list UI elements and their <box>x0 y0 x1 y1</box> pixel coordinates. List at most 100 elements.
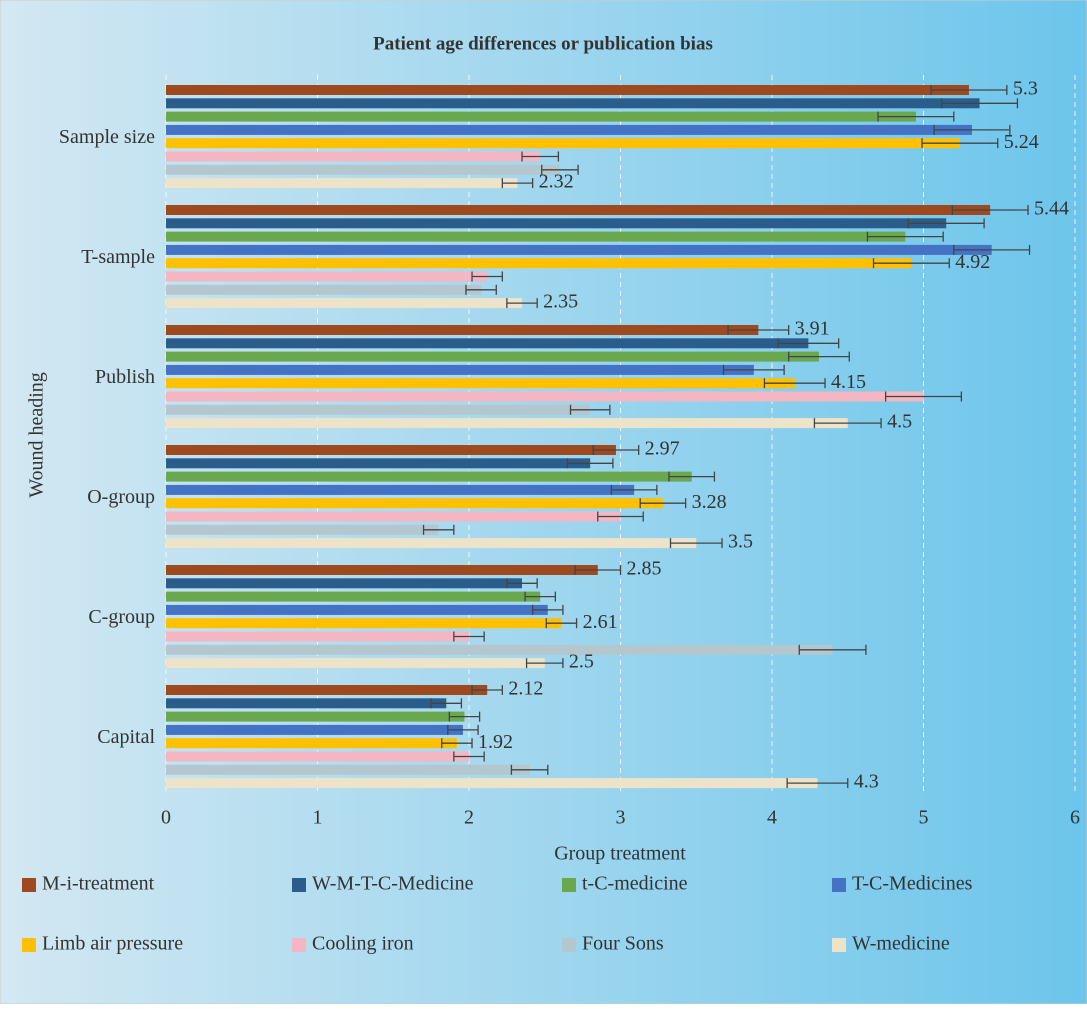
bar <box>166 351 819 362</box>
error-bar <box>471 271 503 282</box>
x-tick-label: 6 <box>1070 807 1080 829</box>
error-bar <box>668 471 716 482</box>
legend-swatch <box>292 878 306 892</box>
x-tick-label: 2 <box>464 807 474 829</box>
legend-label: T-C-Medicines <box>852 873 973 895</box>
data-label: 3.5 <box>728 531 753 553</box>
bar <box>166 111 916 122</box>
legend-swatch <box>22 938 36 952</box>
bar <box>166 618 562 629</box>
bar <box>166 565 598 575</box>
data-label: 4.5 <box>887 411 912 433</box>
chart-title: Patient age differences or publication b… <box>373 33 713 54</box>
data-label: 2.32 <box>539 171 574 193</box>
bar <box>166 364 754 375</box>
bar <box>166 151 541 162</box>
error-bar <box>877 111 955 122</box>
bar <box>166 218 947 229</box>
x-tick-label: 1 <box>313 807 323 829</box>
legend-label: t-C-medicine <box>582 873 688 895</box>
error-bar <box>763 378 826 389</box>
error-bar <box>524 591 557 602</box>
legend-swatch <box>292 938 306 952</box>
error-bar <box>453 751 485 762</box>
x-tick-label: 0 <box>161 807 171 829</box>
error-bar <box>884 391 963 402</box>
data-label: 3.28 <box>692 491 727 513</box>
error-bar <box>597 511 644 522</box>
bar <box>166 164 560 175</box>
bar <box>166 284 482 295</box>
error-bar <box>788 351 850 362</box>
data-label: 2.97 <box>645 438 680 460</box>
data-label: 4.15 <box>831 371 866 393</box>
error-bar <box>907 218 985 229</box>
error-bar <box>610 484 658 495</box>
bar <box>166 418 848 429</box>
legend-label: W-M-T-C-Medicine <box>312 873 474 895</box>
y-tick-label: Sample size <box>59 126 155 148</box>
legend-swatch <box>22 878 36 892</box>
x-tick-label: 4 <box>767 807 777 829</box>
error-bar <box>727 325 790 335</box>
x-tick-label: 3 <box>616 807 626 829</box>
y-axis-title: Wound heading <box>26 372 48 498</box>
bar <box>166 698 447 709</box>
data-label: 4.92 <box>955 251 990 273</box>
error-bar <box>777 338 840 349</box>
error-bar <box>574 565 622 575</box>
bar <box>166 484 635 495</box>
bar <box>166 524 439 535</box>
bar <box>166 271 488 282</box>
bar <box>166 724 463 735</box>
error-bar <box>798 644 867 655</box>
y-tick-label: Publish <box>95 366 155 388</box>
bar <box>166 778 818 789</box>
bar <box>166 458 591 469</box>
bar <box>166 325 759 335</box>
error-bar <box>953 244 1031 255</box>
error-bar <box>669 538 723 549</box>
bar <box>166 711 465 722</box>
bar <box>166 658 545 669</box>
error-bar <box>569 404 611 415</box>
bar <box>166 644 833 655</box>
bar <box>166 511 621 522</box>
bar <box>166 378 795 389</box>
bar <box>166 764 530 775</box>
error-bar <box>813 418 882 429</box>
error-bar <box>453 631 485 642</box>
legend-swatch <box>562 938 576 952</box>
bar <box>166 338 809 349</box>
x-axis-title: Group treatment <box>554 843 686 865</box>
error-bar <box>465 284 497 295</box>
bar <box>166 258 912 269</box>
error-bar <box>566 458 614 469</box>
error-bar <box>639 498 687 509</box>
bar <box>166 445 616 455</box>
error-bar <box>510 764 549 775</box>
error-bar <box>501 178 534 189</box>
bar <box>166 578 523 589</box>
data-label: 5.24 <box>1004 131 1039 153</box>
data-label: 2.5 <box>569 651 594 673</box>
data-label: 5.3 <box>1013 78 1038 100</box>
bar <box>166 471 692 482</box>
error-bar <box>521 151 560 162</box>
error-bar <box>531 604 564 615</box>
bar <box>166 738 457 749</box>
error-bar <box>506 298 538 309</box>
error-bar <box>506 578 538 589</box>
legend-label: W-medicine <box>852 933 950 955</box>
bar <box>166 85 969 95</box>
error-bar <box>447 724 479 735</box>
error-bar <box>722 364 785 375</box>
legend-swatch <box>832 878 846 892</box>
legend-swatch <box>562 878 576 892</box>
error-bar <box>786 778 849 789</box>
data-label: 4.3 <box>854 771 879 793</box>
y-tick-label: O-group <box>87 486 155 508</box>
bar <box>166 404 591 415</box>
bar <box>166 631 469 642</box>
